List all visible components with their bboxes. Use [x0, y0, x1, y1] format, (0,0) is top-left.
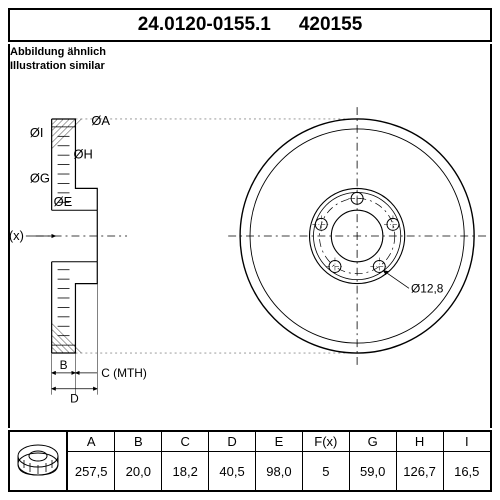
svg-text:Ø12,8: Ø12,8 — [411, 281, 444, 295]
col-header: I — [443, 432, 490, 452]
col-value: 5 — [302, 452, 349, 491]
col-header: D — [209, 432, 256, 452]
brake-disc-icon — [15, 438, 61, 484]
svg-text:ØG: ØG — [30, 170, 50, 185]
col-header: C — [162, 432, 209, 452]
svg-text:F(x): F(x) — [10, 228, 24, 243]
header-bar: 24.0120-0155.1 420155 — [8, 8, 492, 42]
col-header: F(x) — [302, 432, 349, 452]
alt-number: 420155 — [299, 14, 362, 36]
col-header: E — [256, 432, 303, 452]
table-value-row: 257,520,018,240,598,0559,0126,716,5 — [68, 452, 490, 491]
col-value: 257,5 — [68, 452, 115, 491]
part-number: 24.0120-0155.1 — [138, 14, 271, 36]
col-value: 98,0 — [256, 452, 303, 491]
svg-text:ØA: ØA — [91, 113, 110, 128]
diagram-area: Ø12,8 ØI ØG ØE ØH ØA F(x) B D C (MTH) — [8, 44, 492, 428]
col-value: 59,0 — [349, 452, 396, 491]
svg-text:ØI: ØI — [30, 125, 44, 140]
svg-text:C (MTH): C (MTH) — [101, 366, 147, 380]
col-value: 16,5 — [443, 452, 490, 491]
disc-icon-cell — [10, 432, 68, 490]
col-value: 20,0 — [115, 452, 162, 491]
spec-table-area: ABCDEF(x)GHI 257,520,018,240,598,0559,01… — [8, 430, 492, 492]
table-header-row: ABCDEF(x)GHI — [68, 432, 490, 452]
svg-text:B: B — [60, 358, 68, 372]
col-header: A — [68, 432, 115, 452]
technical-drawing: Ø12,8 ØI ØG ØE ØH ØA F(x) B D C (MTH) — [10, 44, 490, 428]
col-value: 40,5 — [209, 452, 256, 491]
col-value: 126,7 — [396, 452, 443, 491]
svg-text:D: D — [70, 392, 79, 406]
col-header: H — [396, 432, 443, 452]
col-header: G — [349, 432, 396, 452]
spec-table: ABCDEF(x)GHI 257,520,018,240,598,0559,01… — [68, 432, 490, 490]
svg-text:ØE: ØE — [54, 194, 73, 209]
svg-text:ØH: ØH — [73, 147, 92, 162]
col-header: B — [115, 432, 162, 452]
col-value: 18,2 — [162, 452, 209, 491]
